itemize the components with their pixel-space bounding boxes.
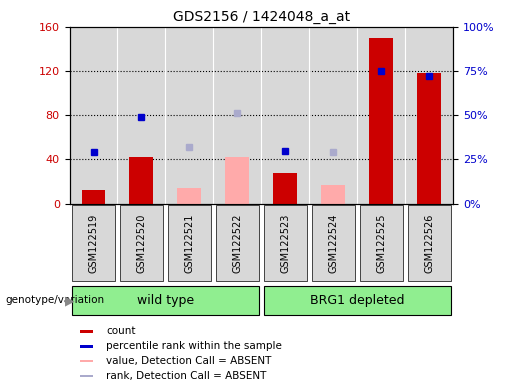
Text: value, Detection Call = ABSENT: value, Detection Call = ABSENT bbox=[106, 356, 271, 366]
Text: percentile rank within the sample: percentile rank within the sample bbox=[106, 341, 282, 351]
Text: wild type: wild type bbox=[137, 294, 194, 307]
Text: GSM122523: GSM122523 bbox=[280, 213, 290, 273]
FancyBboxPatch shape bbox=[168, 205, 211, 281]
Text: BRG1 depleted: BRG1 depleted bbox=[310, 294, 404, 307]
Text: GSM122524: GSM122524 bbox=[328, 213, 338, 273]
Text: rank, Detection Call = ABSENT: rank, Detection Call = ABSENT bbox=[106, 371, 266, 381]
Text: GSM122526: GSM122526 bbox=[424, 213, 434, 273]
FancyBboxPatch shape bbox=[359, 205, 403, 281]
Bar bbox=[417, 73, 441, 204]
Text: GSM122521: GSM122521 bbox=[184, 213, 195, 273]
Bar bbox=[273, 173, 297, 204]
FancyBboxPatch shape bbox=[408, 205, 451, 281]
Bar bbox=[79, 360, 93, 362]
Text: GSM122519: GSM122519 bbox=[89, 213, 98, 273]
Text: count: count bbox=[106, 326, 135, 336]
Bar bbox=[369, 38, 393, 204]
FancyBboxPatch shape bbox=[120, 205, 163, 281]
FancyBboxPatch shape bbox=[72, 205, 115, 281]
Bar bbox=[81, 190, 106, 204]
Text: ▶: ▶ bbox=[65, 294, 75, 307]
Bar bbox=[178, 188, 201, 204]
Title: GDS2156 / 1424048_a_at: GDS2156 / 1424048_a_at bbox=[173, 10, 350, 25]
Bar bbox=[129, 157, 153, 204]
Bar bbox=[79, 330, 93, 333]
FancyBboxPatch shape bbox=[264, 286, 451, 315]
FancyBboxPatch shape bbox=[216, 205, 259, 281]
FancyBboxPatch shape bbox=[264, 205, 307, 281]
Bar bbox=[321, 185, 345, 204]
Text: GSM122520: GSM122520 bbox=[136, 213, 146, 273]
FancyBboxPatch shape bbox=[312, 205, 355, 281]
Bar bbox=[79, 375, 93, 377]
Bar bbox=[79, 345, 93, 348]
FancyBboxPatch shape bbox=[72, 286, 259, 315]
Text: GSM122525: GSM122525 bbox=[376, 213, 386, 273]
Text: GSM122522: GSM122522 bbox=[232, 213, 243, 273]
Text: genotype/variation: genotype/variation bbox=[5, 295, 104, 306]
Bar bbox=[226, 157, 249, 204]
